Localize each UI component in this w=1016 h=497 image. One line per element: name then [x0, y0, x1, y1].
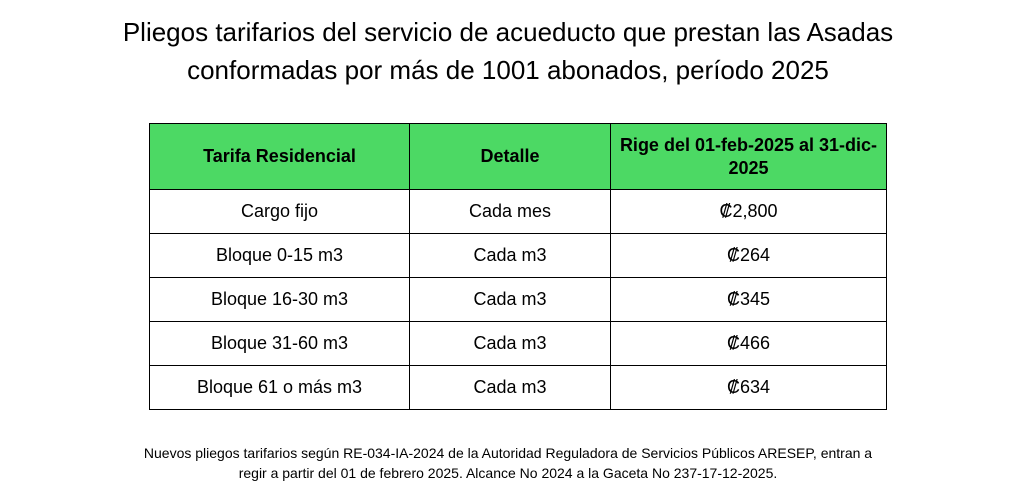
header-vigencia: Rige del 01-feb-2025 al 31-dic-2025: [610, 123, 887, 190]
cell-monto: ₡2,800: [610, 189, 887, 234]
cell-tarifa: Bloque 0-15 m3: [149, 233, 410, 278]
cell-detalle: Cada m3: [409, 321, 611, 366]
cell-detalle: Cada mes: [409, 189, 611, 234]
cell-monto: ₡345: [610, 277, 887, 322]
footnote-line-1: Nuevos pliegos tarifarios según RE-034-I…: [143, 445, 873, 461]
table-row: Bloque 61 o más m3 Cada m3 ₡634: [149, 365, 887, 410]
cell-tarifa: Bloque 16-30 m3: [149, 277, 410, 322]
tariff-table: Tarifa Residencial Detalle Rige del 01-f…: [149, 123, 887, 410]
cell-monto: ₡466: [610, 321, 887, 366]
table-row: Bloque 16-30 m3 Cada m3 ₡345: [149, 277, 887, 322]
table-row: Bloque 0-15 m3 Cada m3 ₡264: [149, 233, 887, 278]
footnote: Nuevos pliegos tarifarios según RE-034-I…: [40, 443, 976, 483]
header-tarifa-residencial: Tarifa Residencial: [149, 123, 410, 190]
cell-tarifa: Bloque 61 o más m3: [149, 365, 410, 410]
page-title-line-2: conformadas por más de 1001 abonados, pe…: [187, 55, 829, 85]
cell-monto: ₡264: [610, 233, 887, 278]
header-row: Tarifa Residencial Detalle Rige del 01-f…: [149, 123, 887, 190]
tariff-table-body: Cargo fijo Cada mes ₡2,800 Bloque 0-15 m…: [149, 189, 887, 410]
cell-tarifa: Bloque 31-60 m3: [149, 321, 410, 366]
table-row: Cargo fijo Cada mes ₡2,800: [149, 189, 887, 234]
header-detalle: Detalle: [409, 123, 611, 190]
cell-detalle: Cada m3: [409, 233, 611, 278]
page-title: Pliegos tarifarios del servicio de acued…: [0, 13, 1016, 89]
cell-detalle: Cada m3: [409, 365, 611, 410]
cell-detalle: Cada m3: [409, 277, 611, 322]
page-title-line-1: Pliegos tarifarios del servicio de acued…: [122, 17, 894, 47]
tariff-table-header: Tarifa Residencial Detalle Rige del 01-f…: [149, 123, 887, 190]
footnote-line-2: regir a partir del 01 de febrero 2025. A…: [238, 465, 778, 481]
table-row: Bloque 31-60 m3 Cada m3 ₡466: [149, 321, 887, 366]
cell-monto: ₡634: [610, 365, 887, 410]
cell-tarifa: Cargo fijo: [149, 189, 410, 234]
